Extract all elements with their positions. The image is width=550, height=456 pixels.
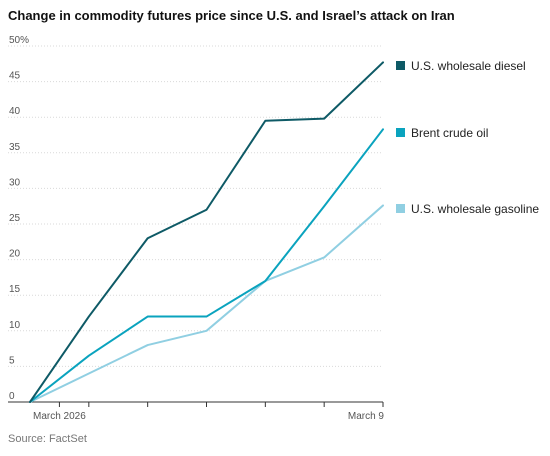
legend-label-brent-crude-oil: Brent crude oil xyxy=(411,126,488,140)
gridlines xyxy=(8,45,383,367)
y-tick-label: 0 xyxy=(9,391,15,402)
series-lines xyxy=(29,61,384,403)
y-axis-ticks: 0 5 10 15 20 25 30 35 40 45 50% xyxy=(9,35,29,402)
y-tick-label: 15 xyxy=(9,284,21,295)
legend: U.S. wholesale diesel Brent crude oil U.S.… xyxy=(396,59,539,216)
y-tick-label: 20 xyxy=(9,249,21,260)
y-tick-label: 25 xyxy=(9,213,21,224)
y-tick-label: 45 xyxy=(9,71,21,82)
series-line-u-s-wholesale-gasoline xyxy=(29,204,384,403)
legend-swatch-u-s-wholesale-gasoline xyxy=(396,204,405,213)
legend-label-u-s-wholesale-diesel: U.S. wholesale diesel xyxy=(411,59,526,73)
x-tick-label: March 2026 xyxy=(33,411,86,422)
y-tick-label: 35 xyxy=(9,142,21,153)
source-note: Source: FactSet xyxy=(8,433,87,445)
y-tick-label: 10 xyxy=(9,320,21,331)
legend-swatch-brent-crude-oil xyxy=(396,128,405,137)
y-tick-label: 40 xyxy=(9,106,21,117)
series-line-u-s-wholesale-diesel xyxy=(29,61,384,403)
y-tick-label: 5 xyxy=(9,355,15,366)
legend-label-u-s-wholesale-gasoline: U.S. wholesale gasoline xyxy=(411,202,539,216)
series-line-brent-crude-oil xyxy=(29,128,384,403)
x-tick-label: March 9 xyxy=(348,411,385,422)
x-axis: March 2026 March 9 xyxy=(8,401,385,422)
y-tick-label: 50% xyxy=(9,35,29,46)
chart-title: Change in commodity futures price since … xyxy=(8,8,455,23)
y-tick-label: 30 xyxy=(9,177,21,188)
legend-swatch-u-s-wholesale-diesel xyxy=(396,61,405,70)
